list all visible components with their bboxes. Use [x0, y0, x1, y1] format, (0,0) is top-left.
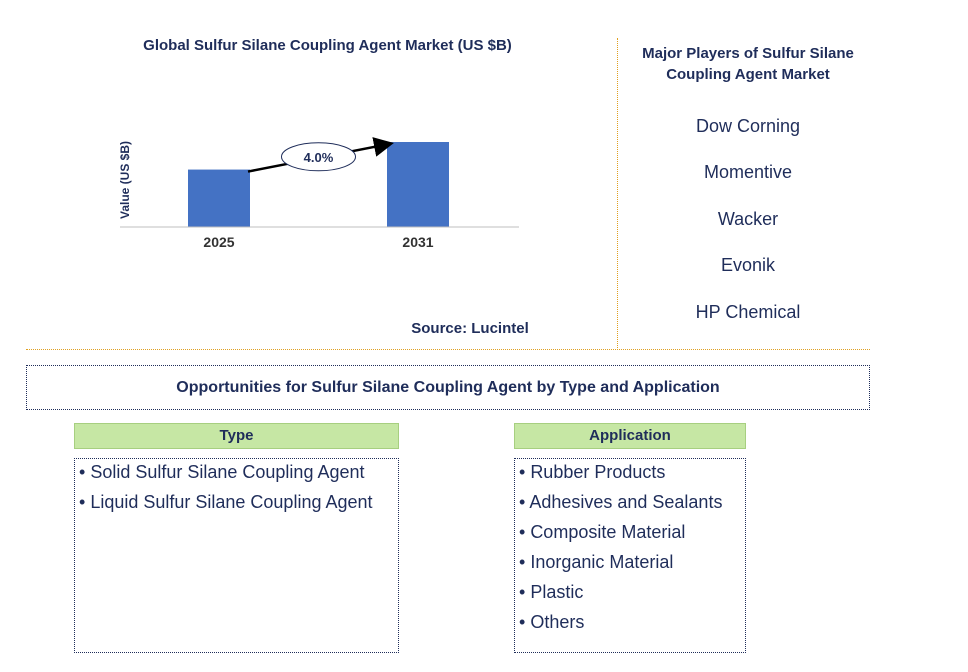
opportunities-title: Opportunities for Sulfur Silane Coupling…	[176, 378, 720, 396]
player-item: Wacker	[717, 208, 779, 229]
player-item: Momentive	[703, 162, 793, 183]
application-item-label: Inorganic Material	[530, 552, 674, 572]
opportunities-banner: Opportunities for Sulfur Silane Coupling…	[26, 365, 870, 410]
application-item: • Composite Material	[519, 522, 686, 542]
chart-area: Value (US $B) 2025 2031 4.0%	[118, 137, 519, 250]
type-header: Type	[74, 423, 399, 449]
cagr-label: 4.0%	[304, 150, 334, 165]
application-item-label: Rubber Products	[530, 462, 666, 482]
application-list-box: • Rubber Products • Adhesives and Sealan…	[514, 458, 746, 653]
application-item-label: Adhesives and Sealants	[529, 492, 723, 512]
x-tick-label: 2025	[203, 234, 234, 250]
y-axis-label: Value (US $B)	[118, 141, 132, 219]
x-tick-label: 2031	[402, 234, 433, 250]
type-list-box: • Solid Sulfur Silane Coupling Agent • L…	[74, 458, 399, 653]
type-item: • Solid Sulfur Silane Coupling Agent	[79, 462, 365, 482]
application-item: • Rubber Products	[519, 462, 666, 482]
application-item: • Plastic	[519, 582, 584, 602]
application-item-label: Composite Material	[530, 522, 686, 542]
vertical-divider	[617, 38, 618, 350]
application-item-label: Plastic	[530, 582, 584, 602]
application-item: • Inorganic Material	[519, 552, 674, 572]
bar	[188, 169, 250, 227]
type-item-label: Liquid Sulfur Silane Coupling Agent	[90, 492, 373, 512]
cagr-bubble	[281, 142, 356, 172]
chart-source: Source: Lucintel	[411, 320, 529, 337]
bar	[387, 142, 449, 227]
player-item: HP Chemical	[695, 301, 801, 322]
application-item: • Others	[519, 612, 585, 632]
horizontal-divider	[26, 349, 870, 350]
application-item-label: Others	[530, 612, 585, 632]
type-item: • Liquid Sulfur Silane Coupling Agent	[79, 492, 373, 512]
type-item-label: Solid Sulfur Silane Coupling Agent	[90, 462, 365, 482]
player-item: Evonik	[720, 255, 776, 276]
chart-title: Global Sulfur Silane Coupling Agent Mark…	[143, 37, 512, 54]
application-header: Application	[514, 423, 746, 449]
player-item: Dow Corning	[695, 116, 801, 136]
players-title: Major Players of Sulfur Silane Coupling …	[642, 45, 854, 83]
players-list: Dow Corning Momentive Wacker Evonik HP C…	[628, 112, 868, 344]
application-item: • Adhesives and Sealants	[519, 492, 723, 512]
